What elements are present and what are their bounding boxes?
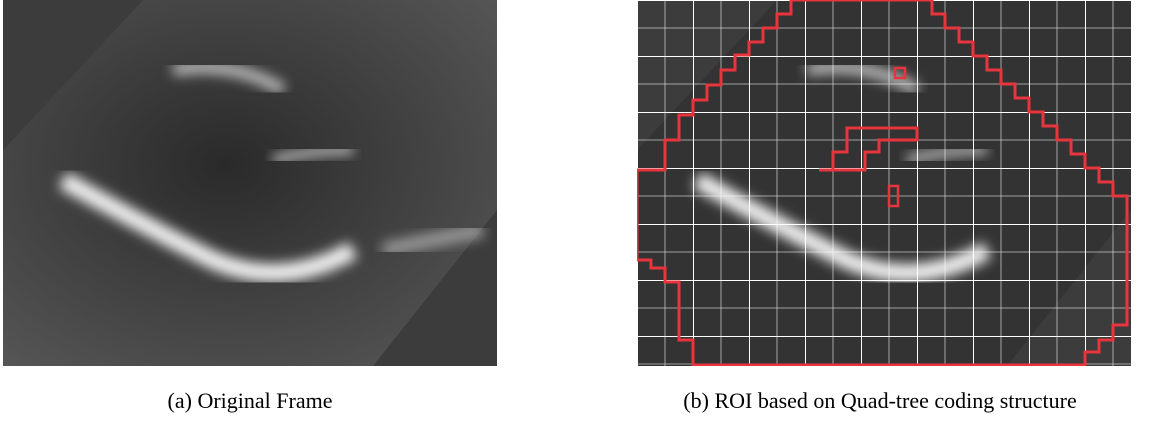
quadtree-roi-image: [637, 0, 1131, 366]
original-frame-image: [3, 0, 497, 366]
panel-caption: (b) ROI based on Quad-tree coding struct…: [683, 388, 1077, 413]
panel-caption: (a) Original Frame: [167, 388, 333, 413]
